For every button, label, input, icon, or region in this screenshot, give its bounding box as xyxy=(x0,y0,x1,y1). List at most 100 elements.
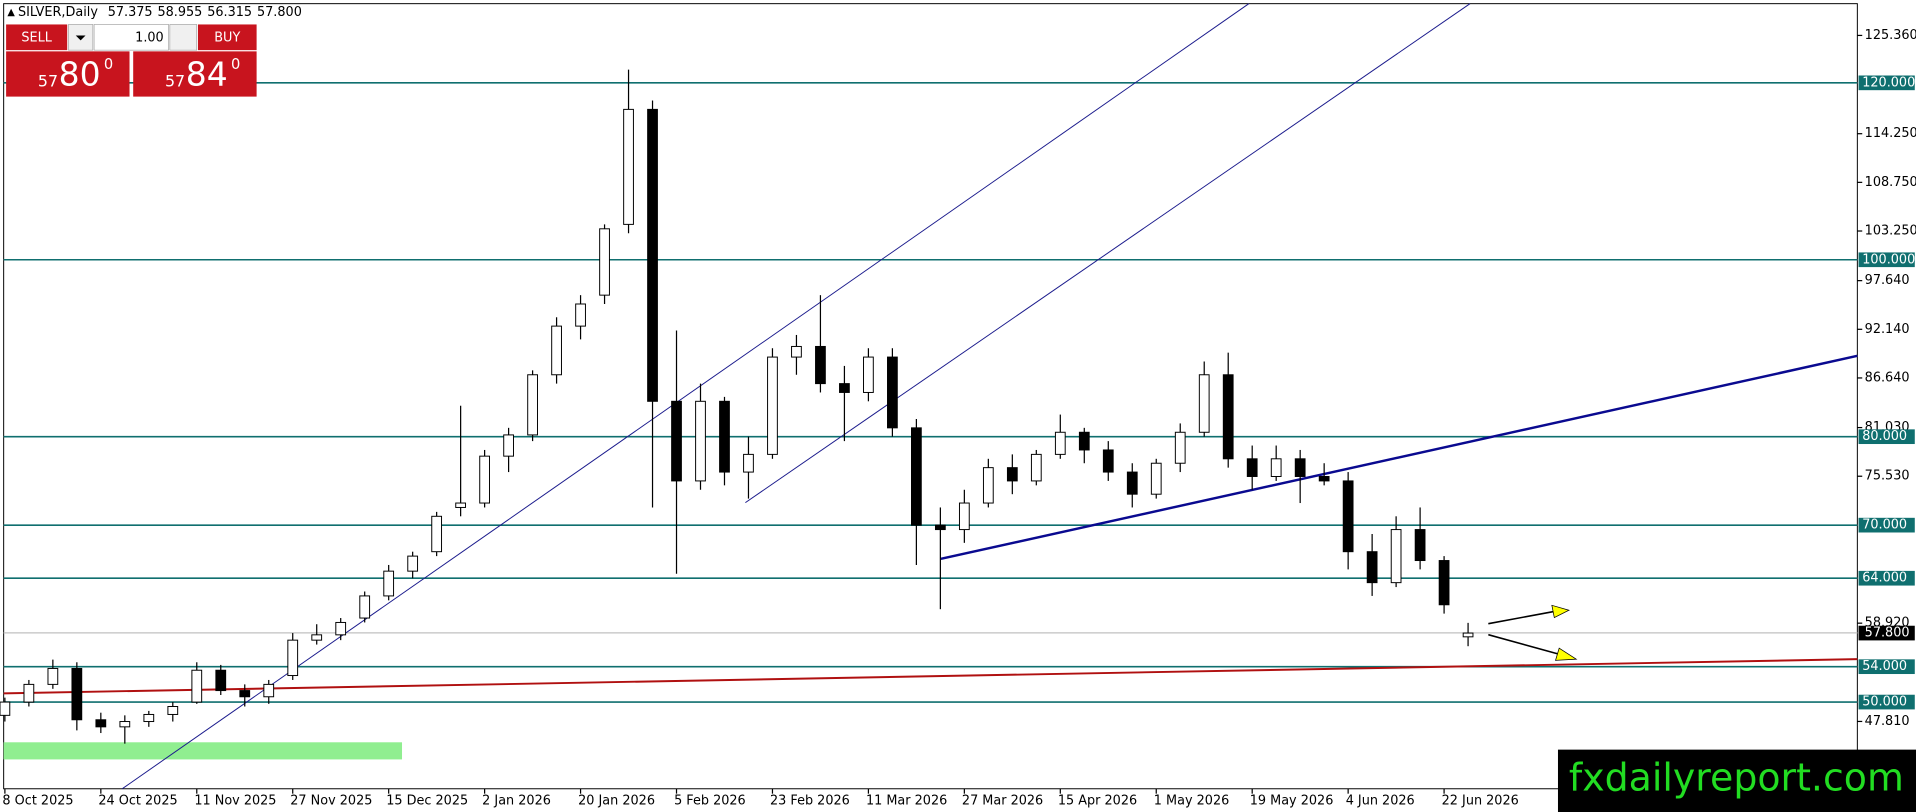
candle-body xyxy=(1414,529,1426,562)
candle-body xyxy=(623,108,634,225)
x-tick-label: 27 Mar 2026 xyxy=(962,793,1043,808)
level-label: 80.000 xyxy=(1862,429,1907,444)
candle-body xyxy=(1126,471,1138,495)
candle-body xyxy=(575,303,586,327)
candle-body xyxy=(1078,431,1090,451)
price-tag-label: 57.800 xyxy=(1865,626,1910,641)
candle-body xyxy=(1462,632,1474,638)
y-tick-label: 103.250 xyxy=(1865,224,1916,239)
candle-body xyxy=(599,228,610,296)
x-tick-label: 4 Jun 2026 xyxy=(1346,793,1415,808)
candle-body xyxy=(1318,476,1330,482)
level-label: 64.000 xyxy=(1862,571,1907,586)
candle-body xyxy=(1102,449,1114,473)
candle-body xyxy=(743,453,754,473)
level-tag xyxy=(1858,570,1915,586)
candle-body xyxy=(455,502,467,508)
zone xyxy=(3,742,403,760)
level-label: 70.000 xyxy=(1862,518,1907,533)
watermark-box xyxy=(1557,749,1916,812)
ask-box[interactable] xyxy=(133,51,257,97)
plot-frame xyxy=(3,3,1858,790)
candle-body xyxy=(911,427,922,526)
dropdown-arrow xyxy=(75,35,86,41)
y-tick-label: 97.640 xyxy=(1865,273,1910,288)
candle-body xyxy=(1390,529,1402,584)
ask-big: 57 xyxy=(165,71,185,90)
candle-body xyxy=(1198,374,1210,433)
watermark: fxdailyreport.com xyxy=(1569,756,1904,800)
candle-body xyxy=(767,356,778,455)
price-tag xyxy=(1858,625,1915,641)
candle-body xyxy=(407,555,419,572)
x-tick-label: 5 Feb 2026 xyxy=(674,793,746,808)
level-tag xyxy=(1858,517,1915,533)
level-label: 50.000 xyxy=(1862,695,1907,710)
candle-body xyxy=(71,667,83,721)
bid-box[interactable] xyxy=(6,51,130,97)
level-label: 54.000 xyxy=(1862,659,1907,674)
trendline xyxy=(3,658,1858,695)
ask-main: 84 xyxy=(186,54,228,93)
candle-body xyxy=(311,634,323,641)
x-tick-label: 27 Nov 2025 xyxy=(290,793,372,808)
candle-body xyxy=(719,400,730,473)
buy-button[interactable] xyxy=(197,24,257,51)
candle-body xyxy=(527,374,538,436)
arrow xyxy=(1488,610,1555,625)
low-label: 56.315 xyxy=(207,5,252,20)
candle-body xyxy=(1222,374,1234,460)
candle-body xyxy=(1054,431,1066,455)
x-tick-label: 22 Jun 2026 xyxy=(1442,793,1519,808)
y-tick-label: 75.530 xyxy=(1865,469,1910,484)
y-tick-label: 47.810 xyxy=(1865,714,1910,729)
x-tick-label: 11 Mar 2026 xyxy=(866,793,947,808)
level-tag xyxy=(1858,659,1915,675)
lot-spinner[interactable] xyxy=(169,24,198,51)
candle-body xyxy=(934,524,946,531)
candle-body xyxy=(839,383,850,393)
x-tick-label: 15 Dec 2025 xyxy=(386,793,468,808)
y-tick-label: 108.750 xyxy=(1865,175,1916,190)
candle-body xyxy=(143,713,155,723)
candle-body xyxy=(1270,458,1282,477)
close-label: 57.800 xyxy=(257,5,302,20)
candle-body xyxy=(191,669,203,703)
candle-body xyxy=(359,595,371,619)
candle-body xyxy=(215,669,227,692)
arrow-head xyxy=(1555,647,1578,661)
levels xyxy=(3,82,1858,703)
high-label: 58.955 xyxy=(157,5,202,20)
x-tick-label: 1 May 2026 xyxy=(1154,793,1229,808)
candle-body xyxy=(887,356,898,429)
y-tick-label: 92.140 xyxy=(1865,322,1910,337)
candle-body xyxy=(1246,458,1258,477)
candle-body xyxy=(263,683,275,698)
level-label: 120.000 xyxy=(1862,75,1915,90)
candle-body xyxy=(0,701,11,716)
candle-body xyxy=(671,400,682,482)
candle-body xyxy=(982,467,994,504)
level-tag xyxy=(1858,75,1915,91)
arrow-head xyxy=(1551,604,1570,619)
ask-sup: 0 xyxy=(231,56,240,73)
candle-body xyxy=(47,667,59,685)
candle-body xyxy=(695,400,706,482)
candle-body xyxy=(815,345,826,385)
candle-body xyxy=(1006,467,1018,482)
y-tick-label: 114.250 xyxy=(1865,126,1916,141)
trade-panel: SELL 1.00 BUY 57 80 0 57 84 0 xyxy=(6,24,257,97)
candle-body xyxy=(287,639,299,677)
candle-body xyxy=(863,356,874,393)
candle-body xyxy=(167,706,179,715)
level-label: 100.000 xyxy=(1862,252,1915,267)
chart-header: ▲ SILVER,Daily 57.375 58.955 56.315 57.800 xyxy=(7,5,302,20)
price-axis: 125.360 114.250 108.750 103.250 97.640 92.140… xyxy=(1857,28,1916,729)
lot-input[interactable] xyxy=(93,24,169,51)
candle-body xyxy=(1366,551,1378,584)
sell-button[interactable] xyxy=(6,24,68,51)
x-tick-label: 23 Feb 2026 xyxy=(770,793,850,808)
candle-body xyxy=(503,434,514,457)
trendline xyxy=(745,3,1471,504)
